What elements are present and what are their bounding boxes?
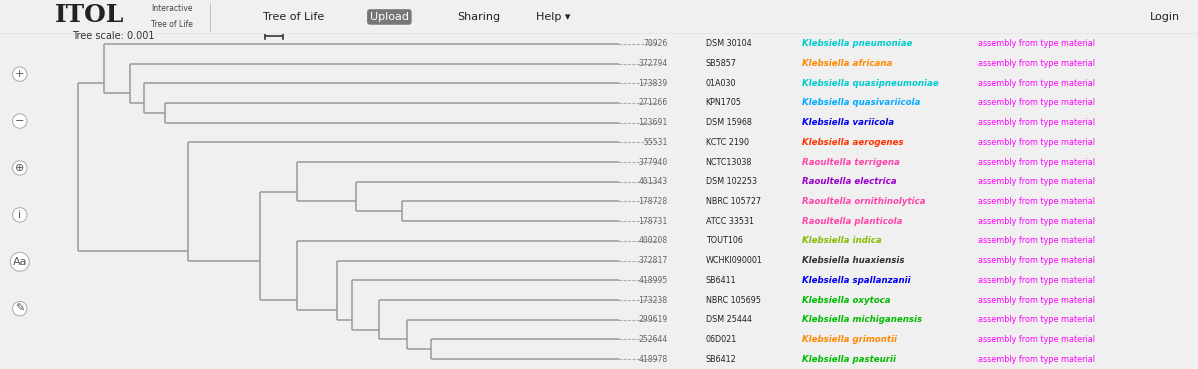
Text: Klebsiella quasivariicola: Klebsiella quasivariicola xyxy=(801,99,920,107)
Text: 372794: 372794 xyxy=(639,59,667,68)
Text: assembly from type material: assembly from type material xyxy=(978,296,1095,304)
Text: assembly from type material: assembly from type material xyxy=(978,158,1095,166)
Text: 178731: 178731 xyxy=(639,217,667,226)
Text: +: + xyxy=(16,69,24,79)
Text: Klebsiella variicola: Klebsiella variicola xyxy=(801,118,894,127)
Text: Tree scale: 0.001: Tree scale: 0.001 xyxy=(72,31,155,41)
Text: assembly from type material: assembly from type material xyxy=(978,256,1095,265)
Text: 401343: 401343 xyxy=(639,177,667,186)
Text: SB5857: SB5857 xyxy=(706,59,737,68)
Text: 55531: 55531 xyxy=(643,138,667,147)
Text: Raoultella planticola: Raoultella planticola xyxy=(801,217,902,226)
Text: Upload: Upload xyxy=(370,12,409,22)
Text: assembly from type material: assembly from type material xyxy=(978,177,1095,186)
Text: assembly from type material: assembly from type material xyxy=(978,79,1095,88)
Text: assembly from type material: assembly from type material xyxy=(978,59,1095,68)
Text: KPN1705: KPN1705 xyxy=(706,99,742,107)
Text: 252644: 252644 xyxy=(639,335,667,344)
Text: Aa: Aa xyxy=(12,257,28,267)
Text: Klebsiella aerogenes: Klebsiella aerogenes xyxy=(801,138,903,147)
Text: Klebsiella michiganensis: Klebsiella michiganensis xyxy=(801,315,922,324)
Text: Klebsiella oxytoca: Klebsiella oxytoca xyxy=(801,296,890,304)
Text: KCTC 2190: KCTC 2190 xyxy=(706,138,749,147)
Text: NCTC13038: NCTC13038 xyxy=(706,158,752,166)
Text: assembly from type material: assembly from type material xyxy=(978,237,1095,245)
Text: 01A030: 01A030 xyxy=(706,79,736,88)
Text: DSM 25444: DSM 25444 xyxy=(706,315,751,324)
Text: assembly from type material: assembly from type material xyxy=(978,276,1095,285)
Text: Help ▾: Help ▾ xyxy=(537,12,570,22)
Text: NBRC 105695: NBRC 105695 xyxy=(706,296,761,304)
Text: ATCC 33531: ATCC 33531 xyxy=(706,217,754,226)
Text: 173238: 173238 xyxy=(639,296,667,304)
Text: Klebsiella africana: Klebsiella africana xyxy=(801,59,893,68)
Text: 400208: 400208 xyxy=(639,237,667,245)
Text: SB6412: SB6412 xyxy=(706,355,737,363)
Text: 372817: 372817 xyxy=(639,256,667,265)
Text: Klebsiella pneumoniae: Klebsiella pneumoniae xyxy=(801,39,913,48)
Text: Klebsiella huaxiensis: Klebsiella huaxiensis xyxy=(801,256,904,265)
Text: Raoultella terrigena: Raoultella terrigena xyxy=(801,158,900,166)
Text: assembly from type material: assembly from type material xyxy=(978,335,1095,344)
Text: assembly from type material: assembly from type material xyxy=(978,99,1095,107)
Text: 123691: 123691 xyxy=(639,118,667,127)
Text: SB6411: SB6411 xyxy=(706,276,737,285)
Text: 377940: 377940 xyxy=(639,158,667,166)
Text: assembly from type material: assembly from type material xyxy=(978,39,1095,48)
Text: Tree of Life: Tree of Life xyxy=(151,20,193,29)
Text: DSM 30104: DSM 30104 xyxy=(706,39,751,48)
Text: Raoultella electrica: Raoultella electrica xyxy=(801,177,896,186)
Text: assembly from type material: assembly from type material xyxy=(978,315,1095,324)
Text: TOUT106: TOUT106 xyxy=(706,237,743,245)
Text: 70926: 70926 xyxy=(643,39,667,48)
Text: Sharing: Sharing xyxy=(458,12,501,22)
Text: assembly from type material: assembly from type material xyxy=(978,197,1095,206)
Text: assembly from type material: assembly from type material xyxy=(978,138,1095,147)
Text: Login: Login xyxy=(1150,12,1180,22)
Text: 06D021: 06D021 xyxy=(706,335,737,344)
Text: i: i xyxy=(18,210,22,220)
Text: assembly from type material: assembly from type material xyxy=(978,355,1095,363)
Text: ⊕: ⊕ xyxy=(16,163,24,173)
Text: 299619: 299619 xyxy=(639,315,667,324)
Text: Klebsiella pasteurii: Klebsiella pasteurii xyxy=(801,355,896,363)
Text: 173839: 173839 xyxy=(639,79,667,88)
Text: assembly from type material: assembly from type material xyxy=(978,118,1095,127)
Text: 271266: 271266 xyxy=(639,99,667,107)
Text: Tree of Life: Tree of Life xyxy=(262,12,325,22)
Text: Klebsiella grimontii: Klebsiella grimontii xyxy=(801,335,897,344)
Text: 178728: 178728 xyxy=(639,197,667,206)
Text: ✎: ✎ xyxy=(16,304,24,314)
Text: Interactive: Interactive xyxy=(151,4,193,13)
Text: −: − xyxy=(16,116,24,126)
Text: 418978: 418978 xyxy=(639,355,667,363)
Text: Raoultella ornithinolytica: Raoultella ornithinolytica xyxy=(801,197,925,206)
Text: DSM 15968: DSM 15968 xyxy=(706,118,751,127)
Text: Klebsiella indica: Klebsiella indica xyxy=(801,237,882,245)
Text: ITOL: ITOL xyxy=(55,3,125,27)
Text: Klebsiella quasipneumoniae: Klebsiella quasipneumoniae xyxy=(801,79,938,88)
Text: WCHKI090001: WCHKI090001 xyxy=(706,256,762,265)
Text: assembly from type material: assembly from type material xyxy=(978,217,1095,226)
Text: Klebsiella spallanzanii: Klebsiella spallanzanii xyxy=(801,276,910,285)
Text: DSM 102253: DSM 102253 xyxy=(706,177,757,186)
Text: NBRC 105727: NBRC 105727 xyxy=(706,197,761,206)
Text: 418995: 418995 xyxy=(639,276,667,285)
